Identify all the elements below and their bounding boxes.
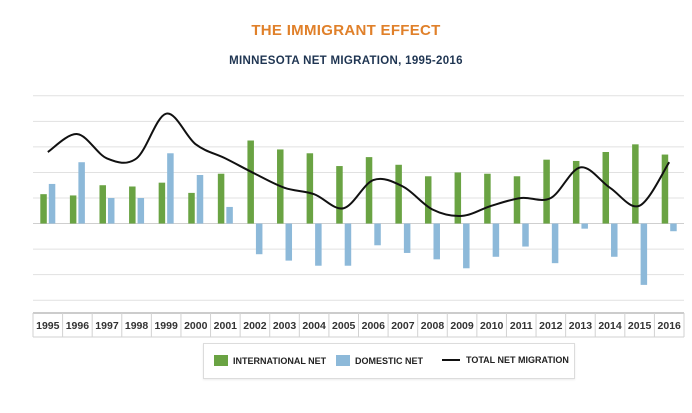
bar-domestic xyxy=(344,223,352,266)
x-tick-label: 2009 xyxy=(450,320,474,332)
bar-international xyxy=(572,160,580,224)
bar-domestic xyxy=(137,198,145,224)
bar-international xyxy=(424,176,432,224)
bar-domestic xyxy=(78,162,85,224)
x-tick-label: 1997 xyxy=(95,320,119,332)
x-tick-label: 2011 xyxy=(510,320,533,332)
bar-international xyxy=(661,154,669,224)
bar-domestic xyxy=(492,223,500,257)
x-tick-label: 2006 xyxy=(362,320,386,332)
bar-international xyxy=(336,166,343,224)
x-tick-label: 2003 xyxy=(273,320,297,332)
bar-domestic xyxy=(522,223,529,247)
bar-domestic xyxy=(611,223,618,257)
bar-domestic xyxy=(640,223,648,285)
chart-title: THE IMMIGRANT EFFECT xyxy=(251,22,441,39)
legend-swatch-international xyxy=(214,355,228,366)
x-tick-label: 2016 xyxy=(658,320,682,332)
bar-domestic xyxy=(48,183,56,224)
bar-domestic xyxy=(433,223,440,260)
x-tick-label: 2000 xyxy=(184,320,208,332)
bar-international xyxy=(188,192,195,224)
bar-international xyxy=(543,159,550,224)
bar-domestic xyxy=(374,223,381,246)
bar-domestic xyxy=(196,175,204,224)
bar-international xyxy=(484,173,491,224)
line-total-net-migration xyxy=(47,112,671,217)
chart-subtitle: MINNESOTA NET MIGRATION, 1995-2016 xyxy=(229,55,463,67)
legend-swatch-domestic xyxy=(336,355,350,366)
x-tick-label: 1995 xyxy=(36,320,60,332)
bar-international xyxy=(158,182,166,224)
bar-domestic xyxy=(285,223,293,261)
x-tick-label: 2008 xyxy=(421,320,445,332)
x-tick-label: 1998 xyxy=(125,320,149,332)
bar-international xyxy=(632,144,639,224)
x-tick-label: 2002 xyxy=(243,320,267,332)
x-tick-label: 2013 xyxy=(569,320,593,332)
bar-domestic xyxy=(167,153,174,224)
bar-domestic xyxy=(581,223,588,229)
x-tick-label: 2010 xyxy=(480,320,504,332)
bar-international xyxy=(69,195,77,224)
bar-international xyxy=(454,172,462,224)
bar-domestic xyxy=(315,223,322,266)
x-tick-label: 2007 xyxy=(391,320,415,332)
legend-label-international: INTERNATIONAL NET xyxy=(233,355,327,366)
bar-international xyxy=(395,164,402,224)
bar-international xyxy=(99,185,106,224)
bar-international xyxy=(217,173,225,224)
bar-domestic xyxy=(255,223,263,255)
x-tick-label: 2015 xyxy=(628,320,652,332)
x-tick-label: 1999 xyxy=(154,320,178,332)
chart-plot: 1995 1996 1997 1998 1999 2000 2001 2002 2003 2004… xyxy=(32,95,685,338)
bar-international xyxy=(306,153,314,224)
legend-label-domestic: DOMESTIC NET xyxy=(355,355,424,366)
legend-swatch-total xyxy=(442,359,460,361)
bar-international xyxy=(513,176,521,224)
bar-domestic xyxy=(670,223,677,232)
bar-international xyxy=(602,152,610,224)
x-tick-label: 2004 xyxy=(302,320,326,332)
chart-legend: INTERNATIONAL NET DOMESTIC NET TOTAL NET… xyxy=(203,343,575,379)
x-tick-label: 1996 xyxy=(66,320,90,332)
legend-label-total: TOTAL NET MIGRATION xyxy=(466,355,569,365)
bar-international xyxy=(129,186,136,224)
legend-item-domestic: DOMESTIC NET xyxy=(336,355,423,366)
bar-international xyxy=(365,157,373,224)
bar-domestic xyxy=(551,223,559,264)
legend-item-international: INTERNATIONAL NET xyxy=(214,355,326,366)
x-tick-label: 2001 xyxy=(214,320,238,332)
bar-international xyxy=(247,140,254,224)
bar-domestic xyxy=(403,223,411,253)
x-tick-label: 2005 xyxy=(332,320,356,332)
bar-domestic xyxy=(226,206,233,224)
bar-domestic xyxy=(463,223,470,269)
legend-item-total: TOTAL NET MIGRATION xyxy=(442,355,569,365)
bar-domestic xyxy=(107,198,115,224)
x-tick-label: 2012 xyxy=(539,320,563,332)
bar-international xyxy=(40,194,47,224)
x-tick-label: 2014 xyxy=(598,320,622,332)
